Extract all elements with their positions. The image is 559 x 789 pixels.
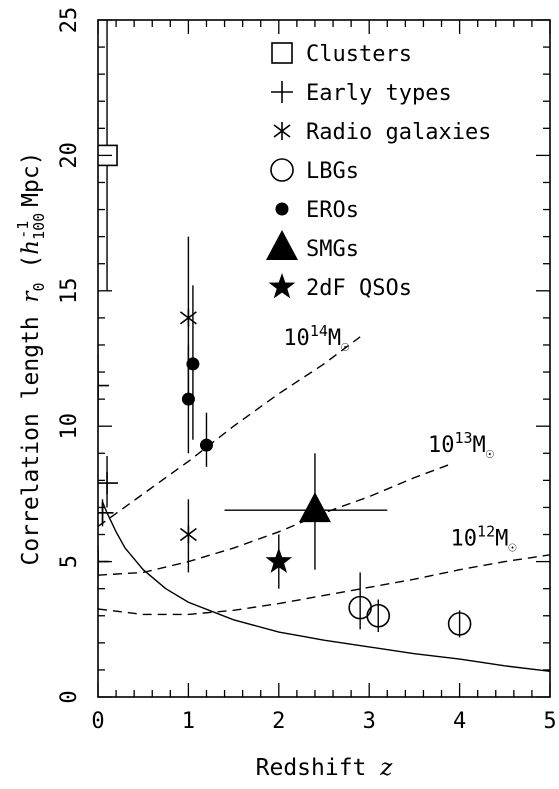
- point-eros-0: [186, 357, 200, 371]
- legend-label: Early types: [306, 81, 452, 106]
- marker-square: [271, 42, 293, 64]
- y-tick-label: 15: [57, 278, 82, 305]
- marker-ast-3: [273, 124, 291, 138]
- marker-triangle: [298, 492, 331, 523]
- marker-triangle: [266, 230, 298, 260]
- legend-label: LBGs: [306, 159, 359, 184]
- legend-marker-filled-triangle: [266, 230, 298, 260]
- legend: Clusters Early types Radio galaxies LBGs ERO…: [266, 42, 491, 301]
- x-tick-label: 1: [182, 709, 195, 734]
- mass-label-1: 1013M☉: [428, 429, 494, 462]
- point-lbgs-1: [366, 603, 391, 628]
- mass-label-2: 1012M☉: [451, 522, 517, 555]
- point-radio-galaxies-0: [179, 308, 197, 327]
- legend-label: Clusters: [306, 42, 412, 67]
- point-2df-qsos-0: [265, 547, 293, 573]
- point-early-types-0: [98, 374, 109, 397]
- x-tick-label: 4: [453, 709, 466, 734]
- point-smgs-0: [298, 492, 331, 523]
- marker-ast-3: [179, 311, 197, 325]
- legend-marker-open-circle: [270, 158, 294, 182]
- dashed-curve-1: [98, 463, 451, 576]
- marker-ast-3: [179, 527, 197, 542]
- solid-curve-3: [101, 501, 550, 672]
- marker-star: [265, 547, 293, 573]
- marker-star: [268, 273, 296, 299]
- legend-item: Clusters: [271, 42, 412, 67]
- marker-dot: [199, 438, 213, 452]
- marker-circle: [270, 158, 294, 182]
- y-tick-label: 20: [57, 142, 82, 169]
- x-tick-label: 0: [91, 709, 104, 734]
- point-early-types-2: [98, 501, 114, 524]
- y-tick-label: 0: [57, 690, 82, 703]
- mass-label-0: 1014M☉: [283, 322, 349, 355]
- plot-frame: [97, 19, 551, 698]
- x-tick-label: 3: [363, 709, 376, 734]
- y-tick-label: 10: [57, 413, 82, 440]
- x-tick-label: 2: [272, 709, 285, 734]
- legend-item: LBGs: [270, 158, 359, 184]
- y-axis-title: Correlation length r0 (h100-1 Mpc): [14, 151, 48, 565]
- marker-circle: [366, 603, 391, 628]
- legend-label: EROs: [306, 198, 359, 223]
- legend-marker-filled-star: [268, 273, 296, 299]
- point-eros-1: [181, 392, 195, 406]
- marker-dot: [275, 202, 289, 216]
- legend-item: EROs: [275, 198, 359, 223]
- axes: 1014M☉ 1013M☉ 1012M☉ 0 1 2 3 4 5 0 5 10 15 20 25 Redshi…: [14, 7, 557, 781]
- legend-item: Radio galaxies: [273, 120, 491, 145]
- marker-dot: [181, 392, 195, 406]
- legend-label: 2dF QSOs: [306, 276, 412, 301]
- dashed-curve-0: [98, 336, 361, 527]
- legend-marker-filled-circle: [275, 202, 289, 216]
- point-lbgs-2: [447, 612, 472, 636]
- x-tick-label: 5: [543, 709, 556, 734]
- legend-marker-plus: [271, 81, 293, 103]
- plot-area: [98, 20, 550, 672]
- marker-circle: [447, 612, 472, 636]
- legend-marker-asterisk: [273, 122, 291, 140]
- legend-label: Radio galaxies: [306, 120, 491, 145]
- dashed-curve-2: [98, 554, 550, 616]
- legend-item: Early types: [271, 81, 452, 106]
- point-early-types-1: [98, 472, 119, 495]
- y-tick-label: 25: [57, 7, 82, 34]
- point-eros-2: [199, 438, 213, 452]
- legend-item: SMGs: [266, 230, 359, 262]
- legend-item: 2dF QSOs: [268, 273, 412, 301]
- x-axis-title: Redshift z: [256, 755, 394, 781]
- marker-dot: [186, 357, 200, 371]
- legend-label: SMGs: [306, 237, 359, 262]
- point-radio-galaxies-1: [179, 525, 197, 544]
- legend-marker-open-square: [271, 42, 293, 64]
- y-tick-label: 5: [57, 555, 82, 568]
